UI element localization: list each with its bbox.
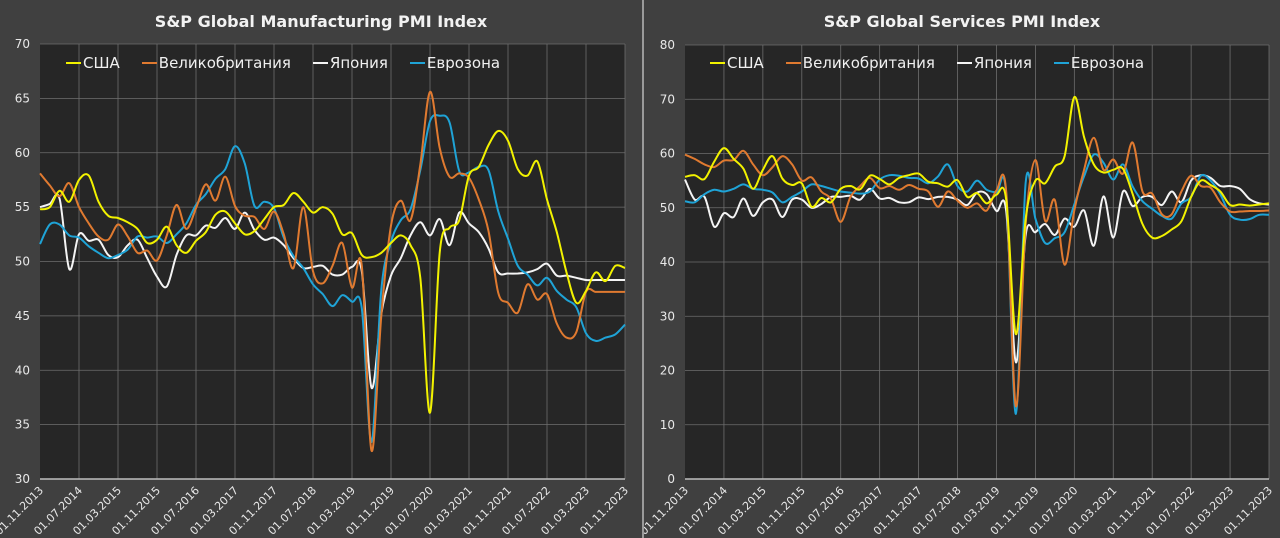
y-tick-label: 0 <box>667 472 675 486</box>
y-tick-label: 45 <box>15 309 30 323</box>
series-line-uk <box>39 90 625 452</box>
series-line-eurozone <box>39 114 626 444</box>
y-tick-label: 10 <box>660 418 675 432</box>
legend-label: Еврозона <box>1070 54 1145 72</box>
y-tick-label: 35 <box>15 418 30 432</box>
legend-swatch-uk <box>785 62 801 64</box>
series-line-eurozone <box>684 153 1270 415</box>
legend-item-eurozone: Еврозона <box>409 54 501 72</box>
legend-label: Япония <box>329 54 388 72</box>
legend-item-eurozone: Еврозона <box>1053 54 1145 72</box>
legend-item-uk: Великобритания <box>785 54 935 72</box>
legend-label: Еврозона <box>426 54 501 72</box>
legend-label: США <box>83 54 120 72</box>
y-tick-label: 50 <box>15 255 30 269</box>
y-tick-label: 30 <box>660 309 675 323</box>
legend-label: Великобритания <box>802 54 935 72</box>
legend-swatch-japan <box>956 62 972 64</box>
y-tick-label: 70 <box>660 92 675 106</box>
legend-item-usa: США <box>66 54 120 72</box>
manufacturing-chart-panel: S&P Global Manufacturing PMI Index 01.11… <box>0 0 643 538</box>
legend-swatch-eurozone <box>409 62 425 64</box>
legend-swatch-usa <box>66 62 81 64</box>
manufacturing-pmi-chart: 01.11.201301.07.201401.03.201501.11.2015… <box>0 37 631 538</box>
y-tick-label: 30 <box>15 472 30 486</box>
legend-swatch-eurozone <box>1053 62 1069 64</box>
y-tick-label: 70 <box>15 37 30 51</box>
legend-item-usa: США <box>710 54 764 72</box>
legend-label: Япония <box>973 54 1032 72</box>
legend-swatch-usa <box>710 62 725 64</box>
services-chart-panel: S&P Global Services PMI Index 01.11.2013… <box>644 0 1280 538</box>
y-tick-label: 80 <box>660 38 675 52</box>
legend-label: Великобритания <box>158 54 291 72</box>
legend-item-japan: Япония <box>312 54 388 72</box>
y-tick-label: 55 <box>15 200 30 214</box>
y-tick-label: 20 <box>660 364 675 378</box>
y-tick-label: 50 <box>660 201 675 215</box>
series-line-uk <box>684 136 1270 408</box>
y-tick-label: 60 <box>15 146 30 160</box>
y-tick-label: 60 <box>660 147 675 161</box>
panel-divider <box>642 0 644 538</box>
series-line-usa <box>684 96 1270 336</box>
y-tick-label: 65 <box>15 91 30 105</box>
legend-swatch-japan <box>312 62 328 64</box>
y-tick-label: 40 <box>660 255 675 269</box>
services-pmi-chart: 01.11.201301.07.201401.03.201501.11.2015… <box>644 38 1275 538</box>
legend-item-japan: Япония <box>956 54 1032 72</box>
legend-item-uk: Великобритания <box>141 54 291 72</box>
series-line-japan <box>684 174 1270 364</box>
legend-label: США <box>727 54 764 72</box>
y-tick-label: 40 <box>15 363 30 377</box>
legend-swatch-uk <box>141 62 157 64</box>
legend-manufacturing: США Великобритания Япония Еврозона <box>66 54 500 72</box>
chart-title-services: S&P Global Services PMI Index <box>823 12 1101 31</box>
series-line-usa <box>39 129 626 414</box>
series-line-japan <box>39 193 625 389</box>
legend-services: США Великобритания Япония Еврозона <box>710 54 1144 72</box>
chart-title-manufacturing: S&P Global Manufacturing PMI Index <box>154 12 488 31</box>
